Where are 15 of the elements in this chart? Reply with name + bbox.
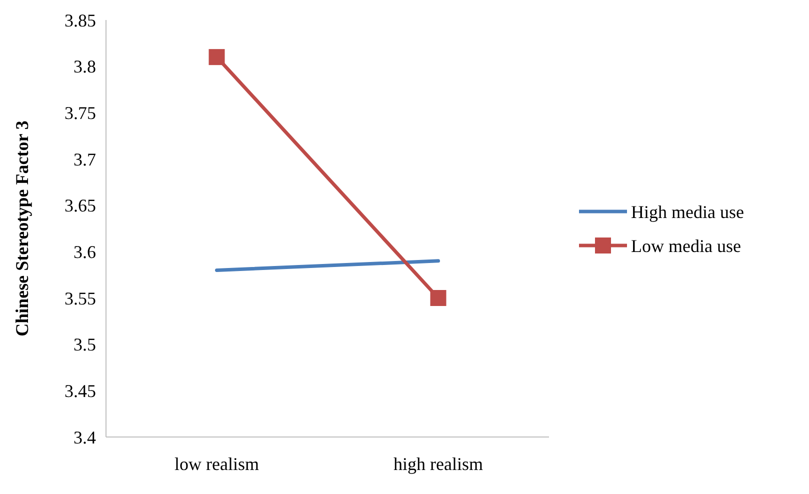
y-tick-label: 3.65 [64,196,96,216]
y-tick-label: 3.7 [74,149,96,170]
y-axis-title: Chinese Stereotype Factor 3 [12,120,32,336]
legend-label: Low media use [631,236,741,256]
y-tick-label: 3.75 [64,102,96,123]
y-tick-label: 3.45 [64,380,96,401]
legend-label: High media use [631,202,744,222]
y-tick-label: 3.6 [74,242,96,262]
y-tick-label: 3.5 [74,334,96,355]
y-tick-label: 3.4 [74,427,96,448]
y-tick-label: 3.8 [74,56,96,77]
x-tick-label: low realism [174,454,259,474]
x-tick-label: high realism [394,454,483,474]
y-tick-label: 3.55 [64,288,96,308]
y-tick-label: 3.85 [64,10,96,30]
